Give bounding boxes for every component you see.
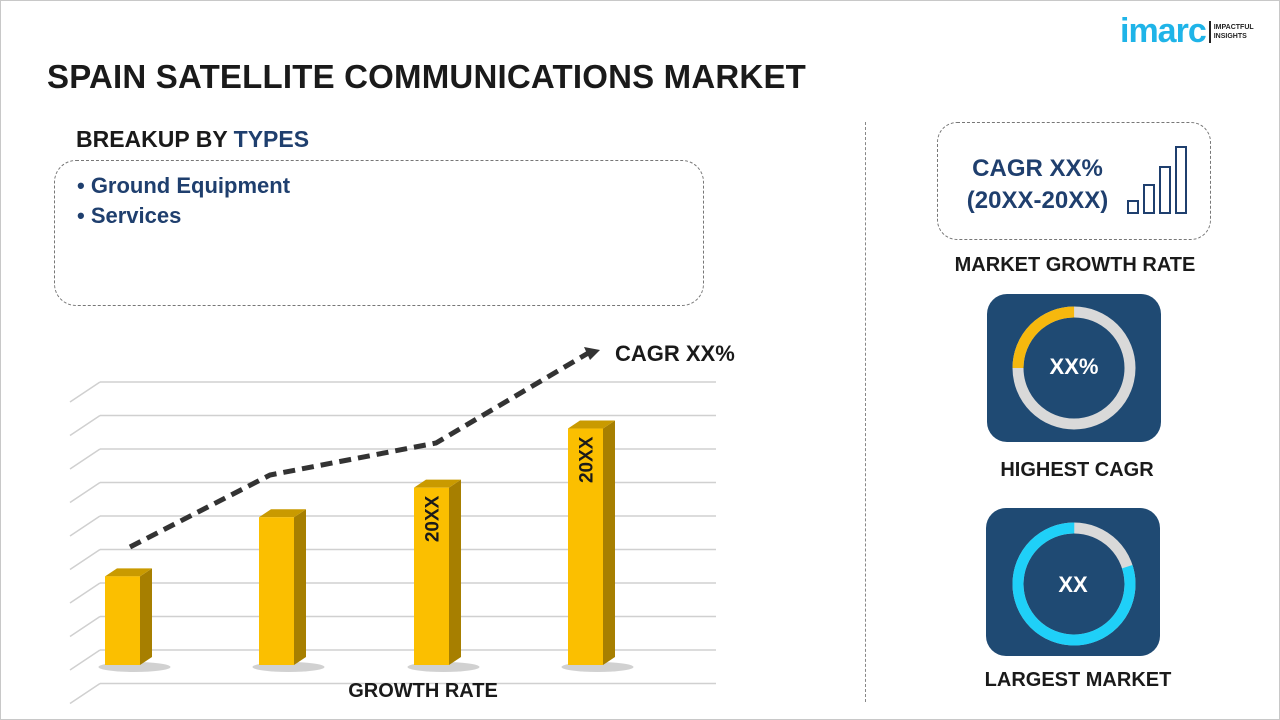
trend-arrow-icon: [584, 347, 600, 360]
cagr-line-1: CAGR XX%: [972, 155, 1103, 182]
logo-tagline-2: INSIGHTS: [1213, 32, 1247, 40]
bar-side: [449, 479, 461, 665]
bar-top: [568, 420, 615, 429]
breakup-heading: BREAKUP BY TYPES: [76, 126, 309, 153]
bar-top: [414, 479, 461, 488]
gridline-depth: [69, 414, 101, 437]
logo-tagline: IMPACTFUL INSIGHTS: [1214, 23, 1254, 41]
growth-chart: 20XX 20XX: [69, 347, 716, 705]
bar-top: [105, 568, 152, 577]
breakup-heading-prefix: BREAKUP BY: [76, 126, 228, 152]
chart-cagr-annotation: CAGR XX%: [615, 341, 735, 366]
highest-cagr-value: XX%: [1049, 354, 1099, 379]
breakup-heading-accent: TYPES: [233, 126, 310, 152]
bar-side: [603, 420, 615, 665]
gridline-depth: [69, 381, 101, 403]
bar: [568, 428, 603, 665]
bar-label: 20XX: [577, 436, 598, 483]
trend-line: [128, 349, 592, 550]
x-axis-label: GROWTH RATE: [348, 680, 498, 702]
breakup-box: • Ground Equipment • Services: [54, 160, 704, 306]
highest-cagr-card: XX%: [987, 294, 1161, 442]
bar-top: [259, 509, 306, 518]
gridline-depth: [69, 649, 101, 671]
donut-cyan-icon: [1012, 522, 1136, 646]
logo-divider: [1208, 20, 1211, 43]
bar-side: [140, 568, 152, 665]
largest-market-label: LARGEST MARKET: [984, 669, 1172, 691]
gridline-depth: [69, 615, 101, 638]
breakup-item: • Ground Equipment: [77, 173, 291, 198]
imarc-logo: imarc IMPACTFUL INSIGHTS: [1120, 12, 1254, 51]
gridline-depth: [69, 481, 101, 504]
gridline-depth: [69, 582, 101, 604]
highest-cagr-label: HIGHEST CAGR: [1000, 459, 1154, 481]
logo-tagline-1: IMPACTFUL: [1213, 23, 1254, 31]
bar-side: [294, 509, 306, 665]
cagr-text: CAGR XX% (20XX-20XX): [950, 153, 1125, 217]
largest-market-card: XX: [986, 508, 1160, 656]
gridline-depth: [69, 515, 101, 537]
bar: [414, 487, 449, 665]
bar-label: 20XX: [423, 495, 444, 542]
breakup-item: • Services: [77, 203, 182, 228]
bar: [259, 517, 294, 665]
cagr-line-2: (20XX-20XX): [966, 187, 1109, 214]
divider: [865, 122, 866, 702]
gridline-depth: [69, 448, 101, 470]
cagr-box: CAGR XX% (20XX-20XX): [937, 122, 1211, 240]
donut-yellow-icon: [1012, 306, 1136, 430]
gridline-depth: [69, 548, 101, 571]
bar-chart-icon: [1127, 146, 1187, 214]
largest-market-value: XX: [1058, 572, 1088, 597]
bar: [105, 576, 140, 665]
page-title: SPAIN SATELLITE COMMUNICATIONS MARKET: [47, 58, 807, 95]
gridline-depth: [69, 682, 101, 705]
logo-word: imarc: [1120, 12, 1207, 50]
market-growth-label: MARKET GROWTH RATE: [954, 254, 1196, 276]
